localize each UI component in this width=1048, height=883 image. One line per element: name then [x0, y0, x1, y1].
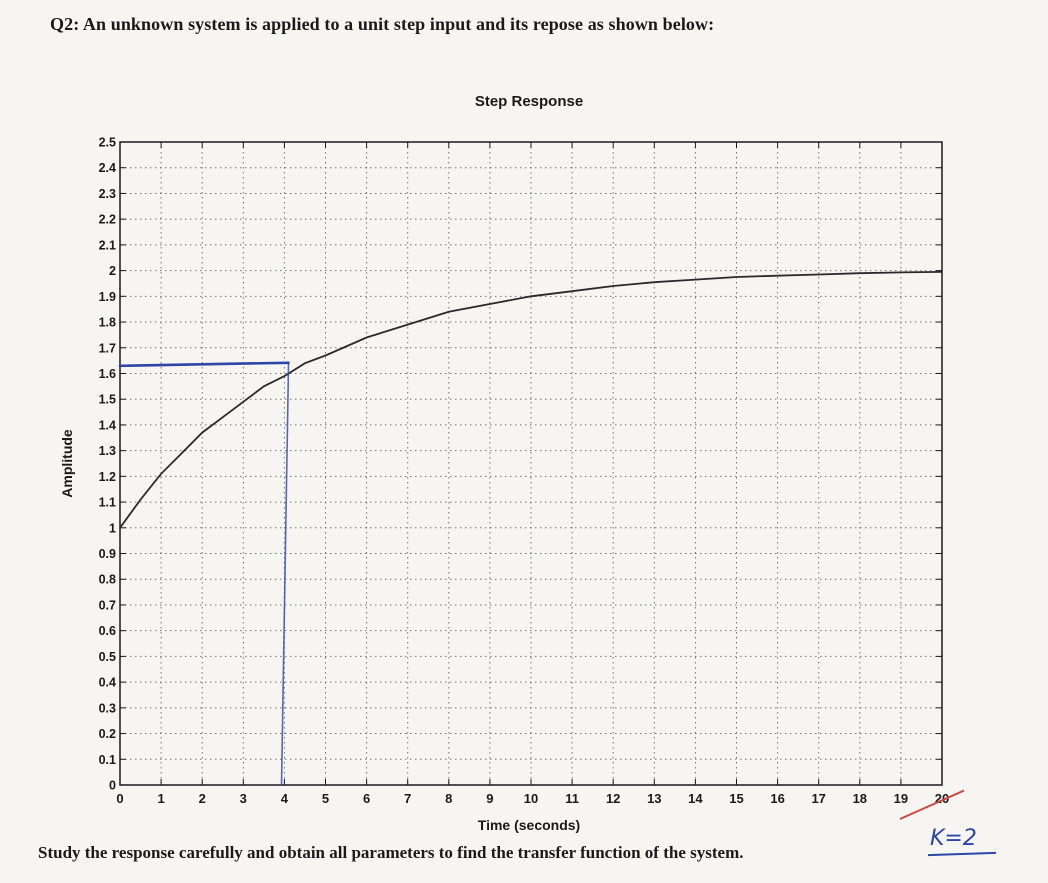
x-tick-label: 5 [322, 791, 329, 806]
y-tick-label: 1.2 [99, 470, 116, 484]
grid-layer [120, 142, 942, 785]
annotation-horizontal-line [118, 361, 290, 368]
y-tick-label: 0.6 [99, 624, 116, 638]
y-tick-label: 1.1 [99, 496, 116, 510]
handwritten-note: K=2 [930, 826, 977, 851]
y-tick-label: 1.5 [99, 393, 116, 407]
x-tick-label: 8 [445, 791, 452, 806]
y-tick-label: 0.7 [99, 598, 116, 612]
x-tick-label: 9 [486, 791, 493, 806]
y-tick-label: 0.8 [99, 573, 116, 587]
x-tick-label: 14 [688, 791, 703, 806]
x-tick-label: 17 [811, 791, 825, 806]
x-tick-label: 19 [894, 791, 908, 806]
x-tick-label: 4 [281, 791, 289, 806]
series-layer [119, 271, 943, 529]
y-tick-label: 0.4 [99, 676, 116, 690]
chart-title: Step Response [475, 93, 583, 110]
y-tick-label: 1.8 [99, 316, 116, 330]
y-tick-label: 2.4 [99, 161, 116, 175]
x-tick-label: 7 [404, 791, 411, 806]
y-tick-label: 0.2 [99, 727, 116, 741]
tick-layer: 0123456789101112131415161718192000.10.20… [99, 136, 950, 807]
y-tick-label: 2 [109, 264, 116, 278]
y-tick-label: 2.1 [99, 238, 116, 252]
y-tick-label: 1.3 [99, 444, 116, 458]
x-tick-label: 13 [647, 791, 661, 806]
annotation-vertical-line [280, 363, 290, 786]
x-tick-label: 1 [157, 791, 164, 806]
x-tick-label: 6 [363, 791, 370, 806]
x-tick-label: 10 [524, 791, 538, 806]
y-tick-label: 1 [109, 521, 116, 535]
annotation-layer [118, 361, 290, 786]
x-tick-label: 18 [853, 791, 867, 806]
y-axis-label: Amplitude [59, 429, 75, 498]
y-tick-label: 1.4 [99, 418, 116, 432]
y-tick-label: 0.3 [99, 701, 116, 715]
y-tick-label: 1.7 [99, 341, 116, 355]
y-tick-label: 0.5 [99, 650, 116, 664]
x-axis-label: Time (seconds) [478, 817, 580, 833]
y-tick-label: 2.2 [99, 213, 116, 227]
y-tick-label: 1.6 [99, 367, 116, 381]
y-tick-label: 1.9 [99, 290, 116, 304]
x-tick-label: 3 [240, 791, 247, 806]
x-tick-label: 11 [565, 791, 579, 806]
x-tick-label: 16 [770, 791, 784, 806]
x-tick-label: 0 [116, 791, 123, 806]
y-tick-label: 0 [109, 779, 116, 793]
y-tick-label: 2.3 [99, 187, 116, 201]
y-tick-label: 2.5 [99, 136, 116, 150]
question-text: Q2: An unknown system is applied to a un… [50, 14, 715, 34]
x-tick-label: 2 [199, 791, 206, 806]
footer-instruction: Study the response carefully and obtain … [38, 843, 744, 862]
x-tick-label: 12 [606, 791, 620, 806]
x-tick-label: 15 [729, 791, 743, 806]
y-tick-label: 0.1 [99, 753, 116, 767]
response-curve [119, 271, 943, 529]
y-tick-label: 0.9 [99, 547, 116, 561]
